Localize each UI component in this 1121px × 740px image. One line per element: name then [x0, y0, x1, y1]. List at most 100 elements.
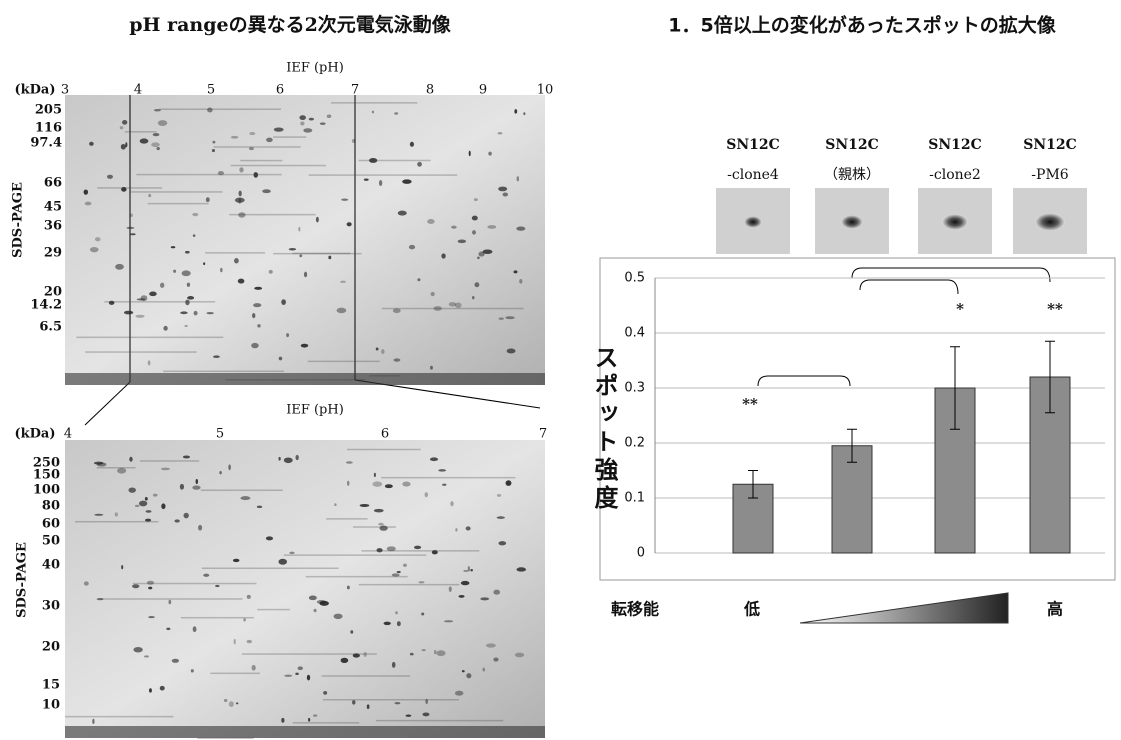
gel-spot: [289, 248, 296, 250]
gel-spot: [107, 175, 113, 179]
gel-spot: [128, 487, 136, 492]
x-tick-label: 3: [61, 83, 69, 98]
gel-spot: [213, 355, 220, 358]
y-tick-label: 205: [35, 103, 62, 118]
gel-spot: [421, 612, 424, 615]
gel-spot: [212, 141, 215, 144]
gel-spot: [129, 457, 132, 462]
gel-spot: [274, 128, 284, 132]
gel-spot: [269, 270, 273, 274]
gel-spot: [236, 702, 239, 704]
gradient-triangle: [800, 593, 1008, 623]
gel-band: [65, 716, 173, 718]
gel-band: [136, 174, 281, 176]
gel-spot: [207, 108, 213, 113]
y-tick-label: 0: [637, 546, 645, 561]
gel-spot: [346, 461, 353, 464]
gel-spot: [403, 564, 407, 567]
gel-spot: [126, 227, 134, 229]
gel-spot: [461, 581, 470, 585]
gel-spot: [309, 118, 314, 121]
gel-spot: [262, 189, 271, 193]
significance: **: [1047, 300, 1063, 318]
gel-spot: [148, 587, 152, 590]
gel-spot: [381, 349, 384, 354]
gel-spot: [157, 147, 160, 150]
gel-spot: [488, 152, 491, 156]
gel-spot: [498, 541, 506, 545]
gel-spot: [466, 673, 471, 678]
gel-spot: [84, 581, 89, 585]
gel-spot: [151, 142, 160, 147]
x-tick-label: 6: [276, 83, 284, 98]
gel-band: [257, 609, 289, 611]
gel-spot: [352, 700, 355, 704]
gel-spot: [397, 621, 401, 626]
gel-band: [359, 584, 460, 586]
gel-spot: [430, 366, 433, 370]
axis-title: IEF (pH): [286, 61, 344, 76]
gel-spot: [406, 714, 412, 716]
gel-spot: [350, 630, 353, 633]
gel-spot: [192, 486, 200, 490]
gel-band: [214, 146, 301, 148]
category-label: SN12C: [928, 137, 982, 153]
gel-band: [202, 568, 339, 570]
x-tick-label: 10: [537, 83, 554, 98]
gel-spot: [247, 595, 251, 599]
gel-spot: [182, 270, 191, 276]
gel-spot: [352, 139, 356, 143]
gel-spot: [125, 142, 127, 147]
gel-spot: [140, 138, 149, 143]
gel-spot: [402, 482, 410, 487]
gel-spot: [449, 586, 452, 592]
gel-band: [125, 131, 157, 133]
gel-band: [159, 108, 281, 110]
spot: [744, 216, 762, 228]
gel-spot: [184, 325, 187, 327]
gel-spot: [234, 639, 236, 645]
gel-band: [75, 521, 158, 523]
y-axis-title: スポット強度: [590, 345, 618, 513]
gel-spot: [281, 718, 284, 723]
gel-spot: [94, 514, 103, 516]
gel-spot: [207, 312, 214, 314]
gel-spot: [254, 287, 262, 290]
gel-spot: [392, 662, 396, 668]
gel-spot: [337, 308, 347, 314]
gel-spot: [514, 109, 517, 114]
gel-spot: [444, 620, 453, 622]
gel-spot: [252, 665, 256, 671]
chart-title: 1．5倍以上の変化があったスポットの拡大像: [668, 14, 1056, 37]
y-tick-label: 40: [42, 558, 60, 573]
scale-high: 高: [1047, 600, 1063, 619]
gel-spot: [466, 526, 471, 530]
gel-spot: [295, 455, 298, 460]
figure: pH rangeの異なる2次元電気泳動像 IEF (pH) (kDa) SDS-…: [0, 0, 1121, 740]
gel-spot: [252, 313, 255, 318]
gel-band: [97, 467, 136, 469]
gel-spot: [234, 258, 239, 263]
y-tick-label: 100: [33, 483, 60, 498]
gel-spot: [486, 643, 496, 647]
axis-title: SDS-PAGE: [11, 182, 26, 258]
category-label: SN12C: [825, 137, 879, 153]
gel-band: [284, 554, 426, 556]
gel-spot: [469, 151, 471, 156]
x-tick-label: 6: [381, 427, 389, 442]
gel-spot: [455, 302, 462, 308]
gel-spot: [503, 192, 509, 196]
gel-spot: [160, 686, 165, 691]
unit: (kDa): [14, 83, 55, 98]
gel-spot: [308, 718, 310, 722]
gel-spot: [449, 302, 456, 306]
gel-spot: [124, 311, 133, 315]
gel-spot: [384, 622, 391, 625]
gel-spot: [462, 670, 465, 672]
gel-spot: [458, 239, 466, 243]
gel-spot: [191, 669, 194, 672]
gel-spot: [323, 691, 327, 695]
gel-spot: [139, 501, 147, 507]
gel-spot: [120, 126, 123, 129]
gel-image: [65, 440, 545, 738]
